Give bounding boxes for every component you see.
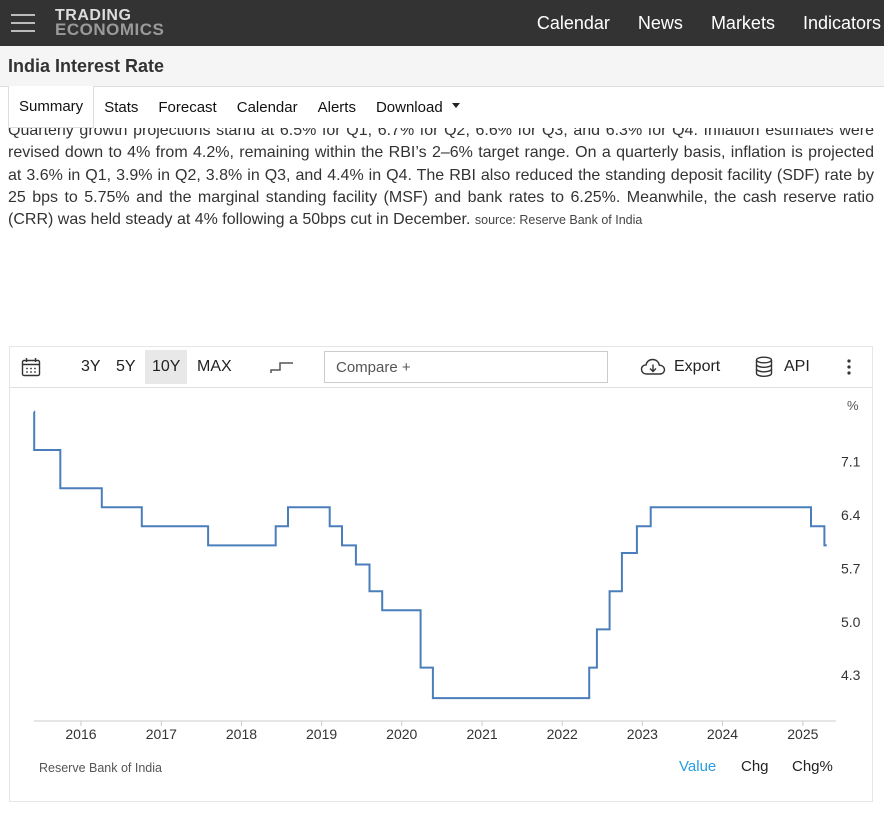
range-max[interactable]: MAX [197, 358, 232, 375]
x-tick-label: 2021 [467, 726, 498, 742]
interest-rate-chart: % 2016 2017 2018 2019 2020 2021 2022 2023 2024 20… [33, 398, 861, 742]
title-bar: India Interest Rate [0, 46, 884, 87]
mode-chg[interactable]: Chg [741, 758, 769, 775]
step-line-icon[interactable] [270, 347, 294, 387]
hamburger-menu-icon[interactable] [11, 13, 35, 33]
page-title: India Interest Rate [8, 56, 165, 76]
summary-paragraph: Quarterly growth projections stand at 6.… [8, 128, 874, 231]
nav-indicators[interactable]: Indicators [802, 12, 881, 33]
tab-summary[interactable]: Summary [8, 86, 95, 128]
range-10y[interactable]: 10Y [145, 350, 188, 384]
api-button[interactable]: API [754, 347, 810, 387]
tab-stats[interactable]: Stats [104, 98, 139, 116]
logo-line-2: ECONOMICS [55, 20, 165, 39]
tab-forecast[interactable]: Forecast [158, 98, 217, 116]
top-navbar: TRADING ECONOMICS Calendar News Markets … [0, 0, 884, 46]
x-tick-label: 2018 [226, 726, 257, 742]
summary-source: source: Reserve Bank of India [474, 213, 643, 228]
chart-toolbar: 3Y 5Y 10Y MAX Export API [10, 347, 872, 388]
logo-line-1: TRADING [55, 7, 132, 24]
caret-down-icon [451, 102, 460, 108]
database-icon [755, 356, 773, 378]
x-tick-label: 2022 [547, 726, 578, 742]
api-label: API [784, 358, 810, 375]
tab-download-label: Download [375, 98, 443, 116]
tab-alerts[interactable]: Alerts [317, 98, 356, 116]
x-tick-label: 2016 [65, 726, 96, 742]
mode-chg-pct[interactable]: Chg% [792, 758, 833, 775]
tab-calendar[interactable]: Calendar [236, 98, 298, 116]
x-axis-ticks: 2016 2017 2018 2019 2020 2021 2022 2023 2024 2025 [65, 721, 819, 742]
chart-source: Reserve Bank of India [39, 761, 162, 775]
export-button[interactable]: Export [640, 347, 720, 387]
series-line-interest-rate [33, 410, 827, 700]
summary-text-area: Quarterly growth projections stand at 6.… [8, 128, 874, 236]
x-tick-label: 2024 [707, 726, 738, 742]
nav-news[interactable]: News [637, 12, 683, 33]
tab-download[interactable]: Download [366, 86, 470, 128]
y-tick-label: 7.1 [841, 453, 861, 469]
y-tick-label: 5.7 [841, 560, 861, 576]
y-tick-label: 6.4 [841, 507, 861, 523]
y-axis-unit-label: % [847, 398, 859, 413]
main-nav: Calendar News Markets Indicators [509, 0, 881, 46]
nav-calendar[interactable]: Calendar [536, 12, 610, 33]
x-tick-label: 2020 [386, 726, 417, 742]
site-logo[interactable]: TRADING ECONOMICS [55, 7, 165, 39]
chart-widget: 3Y 5Y 10Y MAX Export API [9, 346, 873, 802]
range-3y[interactable]: 3Y [81, 358, 101, 375]
y-axis-ticks: 7.1 6.4 5.7 5.0 4.3 [841, 453, 861, 683]
export-label: Export [674, 358, 721, 375]
y-tick-label: 5.0 [841, 614, 861, 630]
compare-input[interactable] [324, 351, 608, 383]
x-tick-label: 2019 [306, 726, 337, 742]
x-tick-label: 2023 [627, 726, 658, 742]
y-tick-label: 4.3 [841, 667, 861, 683]
x-tick-label: 2017 [146, 726, 177, 742]
summary-text: Quarterly growth projections stand at 6.… [8, 128, 874, 229]
x-tick-label: 2025 [787, 726, 818, 742]
nav-markets[interactable]: Markets [710, 12, 775, 33]
range-5y[interactable]: 5Y [116, 358, 136, 375]
section-tabs: Summary Stats Forecast Calendar Alerts D… [8, 86, 884, 128]
mode-value[interactable]: Value [679, 758, 717, 775]
more-options-icon[interactable] [846, 347, 852, 387]
calendar-icon[interactable] [21, 347, 41, 387]
cloud-download-icon [640, 358, 666, 375]
